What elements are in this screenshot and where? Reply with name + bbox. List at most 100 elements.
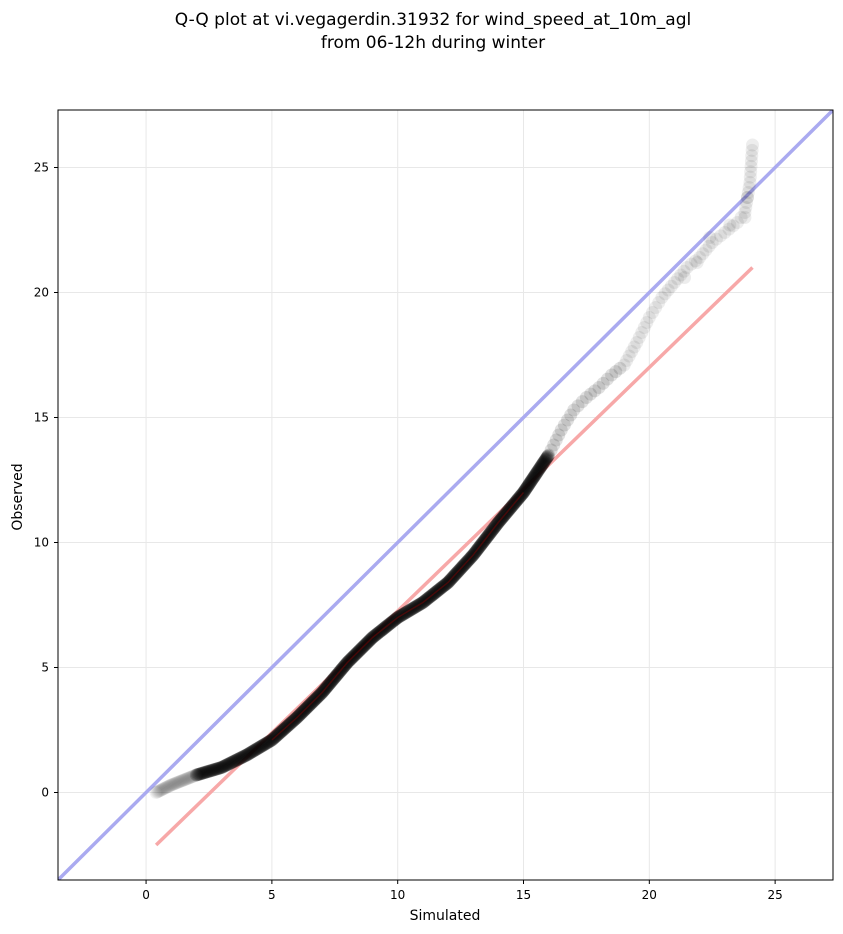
data-point [504,501,518,515]
data-point [313,688,327,702]
data-point [384,616,398,630]
data-point [516,486,530,500]
data-point [368,628,382,642]
data-point [433,582,447,596]
data-point [301,700,315,714]
data-point [414,597,428,611]
fit-line [154,266,754,847]
data-point [379,620,393,634]
data-point [268,730,282,744]
data-point [199,765,213,779]
data-point [246,744,260,758]
data-point [479,531,493,545]
data-point [177,773,191,787]
data-point [465,550,479,564]
data-point [208,763,222,777]
data-point [343,653,357,667]
data-point [625,345,639,358]
data-point [171,775,185,789]
data-point [238,749,252,763]
data-point [734,211,748,224]
data-point [288,712,302,726]
data-point [678,271,692,284]
data-point [503,502,517,516]
data-point [273,726,287,740]
data-point [151,784,165,798]
data-point [453,562,467,576]
data-point [489,518,503,532]
data-point [588,384,602,398]
data-point [184,770,198,784]
data-point [255,739,269,753]
data-point [338,658,352,672]
data-point [327,671,341,685]
data-point [310,691,324,704]
data-point [380,619,394,633]
data-point [207,763,221,777]
data-point [415,596,429,610]
data-point [664,279,678,293]
data-point [493,514,507,528]
data-point [699,243,713,257]
data-point [269,729,283,743]
data-point [745,143,759,157]
data-point [280,719,294,733]
data-point [363,633,377,647]
data-point [350,646,364,659]
data-point [407,601,421,614]
data-point [203,764,217,778]
data-point [403,603,417,617]
data-point [609,365,623,379]
data-point [642,311,656,324]
data-point [491,516,505,529]
data-point [189,768,203,782]
y-tick-label: 0 [41,786,49,800]
data-point [513,489,527,503]
data-point [507,497,521,511]
data-point [423,590,437,604]
data-point [684,257,698,271]
data-point [176,773,190,787]
data-point [497,508,511,522]
data-point [193,767,207,781]
data-point [487,521,501,535]
data-point [661,283,675,297]
data-point [200,765,214,779]
data-point [522,478,536,492]
data-point [723,218,737,232]
data-point [519,482,533,496]
data-point [291,710,305,724]
data-point [450,566,464,580]
data-point [187,769,201,783]
data-point [210,762,224,776]
data-point [351,645,365,659]
data-point [274,725,288,739]
data-point [385,615,399,629]
data-point [452,563,466,577]
data-point [540,450,554,464]
data-point [312,689,326,703]
data-point [229,753,243,767]
plot-area [58,110,833,880]
data-point [350,646,364,660]
data-point [726,219,740,233]
data-point [241,747,255,761]
data-point [410,599,424,613]
data-point [352,644,366,658]
data-point [278,721,292,735]
data-point [460,555,474,569]
data-point [549,433,563,447]
data-point [438,578,452,592]
data-point [738,206,752,219]
data-point [561,413,575,427]
data-point [422,590,436,604]
chart-title-line-1: Q-Q plot at vi.vegagerdin.31932 for wind… [175,10,691,30]
data-point [232,752,246,766]
data-point [334,663,348,677]
data-point [424,589,438,603]
data-point [358,638,372,652]
x-axis-label: Simulated [410,908,481,924]
data-point [680,261,694,274]
data-point [479,532,493,546]
data-point [579,391,593,404]
